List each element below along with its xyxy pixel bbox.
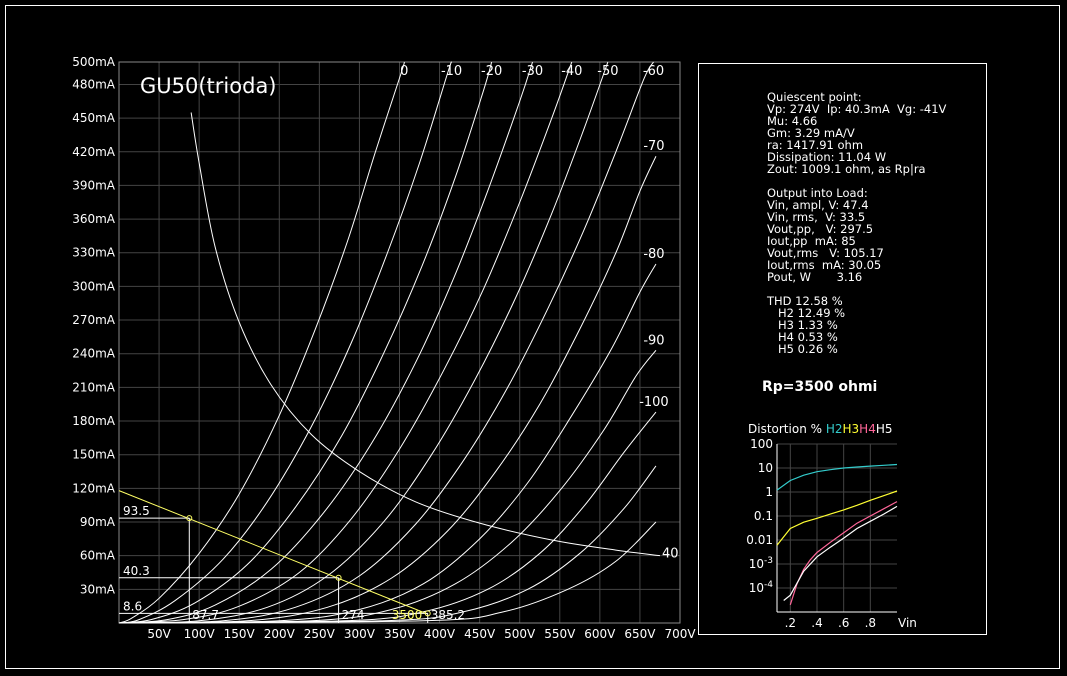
y-tick-label: 420mA [72,145,116,159]
marker-x-label: 274 [342,608,365,622]
y-tick-label: 500mA [72,55,116,69]
grid-voltage-label: -30 [522,64,543,79]
chart-title: GU50(trioda) [140,74,277,98]
y-tick-label: 360mA [72,212,116,226]
grid-voltage-curve [118,61,453,624]
grid-voltage-curve [118,61,534,624]
y-tick-label: 450mA [72,111,116,125]
x-tick-label: 350V [384,627,416,641]
x-tick-label: 450V [464,627,496,641]
y-tick-label: 210mA [72,380,116,394]
grid-voltage-curve [118,263,657,624]
grid-voltage-curve [118,61,573,624]
y-tick-label: 150mA [72,448,116,462]
operating-point-marker [424,610,431,617]
grid-voltage-label: -60 [643,64,664,79]
y-tick-label: 240mA [72,347,116,361]
rl-label: 3500 [392,608,423,622]
grid-voltage-label: -10 [441,64,462,79]
x-tick-label: 500V [504,627,536,641]
y-tick-label: 300mA [72,279,116,293]
marker-y-label: 93.5 [123,504,150,518]
operating-point-marker [335,574,342,581]
y-tick-label: 180mA [72,414,116,428]
grid-voltage-label: -80 [643,247,664,262]
x-tick-label: 600V [584,627,616,641]
y-tick-label: 120mA [72,481,116,495]
y-tick-label: 480mA [72,77,116,91]
grid-voltage-curve [118,61,654,624]
dissipation-label: 40 [662,547,679,562]
y-tick-label: 390mA [72,178,116,192]
marker-y-label: 8.6 [123,599,142,613]
load-resistance-label: Rp=3500 ohmi [762,379,878,395]
x-tick-label: 650V [624,627,656,641]
x-tick-label: 300V [344,627,376,641]
x-tick-label: 200V [264,627,296,641]
y-tick-label: 60mA [80,549,116,563]
x-tick-label: 700V [664,627,696,641]
load-line [118,490,428,615]
y-tick-label: 330mA [72,246,116,260]
grid-voltage-curve [118,156,657,624]
info-text: Quiescent point: Vp: 274V Ip: 40.3mA Vg:… [767,90,947,356]
grid-voltage-label: -50 [597,64,618,79]
operating-point-marker [186,515,193,522]
grid-voltage-label: -90 [643,333,664,348]
y-tick-label: 90mA [80,515,116,529]
grid-voltage-curve [118,411,657,624]
dissipation-curve [190,112,661,557]
plot-border [118,61,681,624]
x-tick-label: 550V [544,627,576,641]
grid-voltage-curve [118,61,609,624]
grid-voltage-label: -20 [481,64,502,79]
grid-voltage-label: 0 [400,64,408,79]
marker-x-label: 87.7 [192,608,219,622]
x-tick-label: 150V [224,627,256,641]
marker-x-label: 385.2 [431,608,465,622]
marker-y-label: 40.3 [123,564,150,578]
grid-voltage-label: -70 [643,139,664,154]
grid-voltage-label: -100 [639,395,669,410]
grid-voltage-curve [118,61,405,624]
info-panel [698,63,987,635]
y-tick-label: 30mA [80,582,116,596]
grid-voltage-curve [118,350,657,624]
x-tick-label: 400V [424,627,456,641]
grid-voltage-curve [118,61,493,624]
x-tick-label: 100V [184,627,216,641]
x-tick-label: 250V [304,627,336,641]
y-tick-label: 270mA [72,313,116,327]
window-frame [5,5,1060,669]
x-tick-label: 50V [147,627,171,641]
grid-voltage-label: -40 [561,64,582,79]
